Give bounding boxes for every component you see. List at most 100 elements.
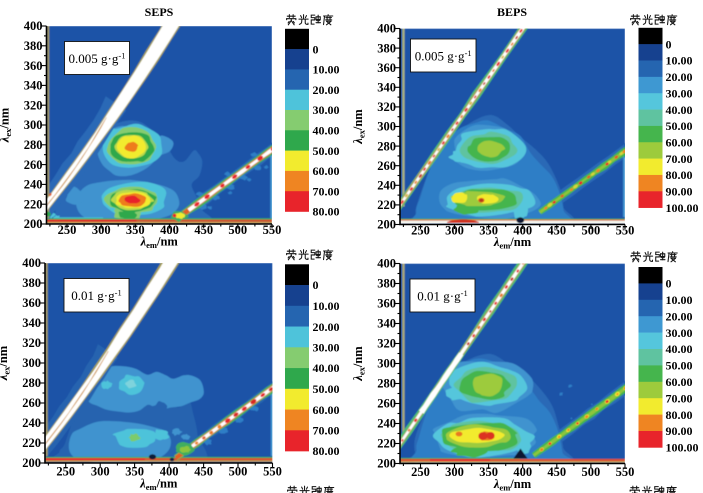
svg-text:340: 340 [22,316,41,330]
svg-text:40.00: 40.00 [666,103,693,117]
svg-text:350: 350 [125,465,144,479]
svg-text:λex/nm: λex/nm [0,107,13,143]
svg-text:20.00: 20.00 [313,83,340,97]
svg-text:550: 550 [616,465,635,479]
svg-text:300: 300 [445,224,464,238]
svg-text:λem/nm: λem/nm [493,477,532,493]
svg-text:400: 400 [24,19,43,33]
svg-text:340: 340 [377,317,396,331]
svg-text:260: 260 [24,158,43,172]
svg-text:300: 300 [91,465,110,479]
svg-text:550: 550 [263,465,282,479]
svg-text:380: 380 [377,41,396,55]
svg-text:400: 400 [377,22,396,36]
svg-text:90.00: 90.00 [666,424,693,438]
svg-text:350: 350 [479,224,498,238]
svg-text:90.00: 90.00 [666,185,693,199]
svg-text:260: 260 [22,396,41,410]
svg-text:240: 240 [377,417,396,431]
svg-text:60.00: 60.00 [666,375,693,389]
svg-text:400: 400 [160,465,179,479]
svg-text:50.00: 50.00 [666,359,693,373]
svg-text:100.00: 100.00 [666,201,699,215]
svg-text:250: 250 [411,465,430,479]
svg-text:500: 500 [229,465,248,479]
svg-text:300: 300 [445,465,464,479]
svg-text:0.005 g·g-1: 0.005 g·g-1 [69,50,126,66]
svg-text:0: 0 [666,277,672,291]
svg-text:40.00: 40.00 [313,361,340,375]
svg-text:550: 550 [263,223,282,237]
svg-text:320: 320 [22,336,41,350]
svg-text:220: 220 [377,437,396,451]
svg-text:λem/nm: λem/nm [139,477,178,493]
svg-text:0.01 g·g-1: 0.01 g·g-1 [417,288,467,304]
svg-text:380: 380 [377,277,396,291]
svg-text:λem/nm: λem/nm [493,235,532,251]
svg-text:50.00: 50.00 [313,144,340,158]
svg-text:λem/nm: λem/nm [140,235,179,251]
svg-text:70.00: 70.00 [313,424,340,438]
svg-text:200: 200 [377,457,396,471]
svg-text:300: 300 [92,223,111,237]
svg-text:20.00: 20.00 [666,309,693,323]
svg-text:70.00: 70.00 [666,152,693,166]
svg-text:100.00: 100.00 [666,441,699,455]
svg-text:250: 250 [58,223,77,237]
svg-text:λex/nm: λex/nm [351,346,367,382]
svg-text:220: 220 [22,436,41,450]
svg-text:30.00: 30.00 [666,86,693,100]
svg-text:240: 240 [24,178,43,192]
svg-text:360: 360 [377,297,396,311]
svg-text:40.00: 40.00 [313,124,340,138]
svg-text:0: 0 [313,42,319,56]
svg-text:BEPS: BEPS [497,5,527,19]
svg-text:320: 320 [24,98,43,112]
svg-text:10.00: 10.00 [666,54,693,68]
svg-text:360: 360 [377,61,396,75]
svg-text:500: 500 [228,223,247,237]
svg-text:SEPS: SEPS [145,5,174,19]
svg-text:300: 300 [24,118,43,132]
svg-text:20.00: 20.00 [666,70,693,84]
svg-text:320: 320 [377,100,396,114]
svg-text:0.005 g·g-1: 0.005 g·g-1 [415,48,472,64]
svg-text:400: 400 [160,223,179,237]
svg-text:340: 340 [24,79,43,93]
svg-text:280: 280 [22,376,41,390]
svg-text:70.00: 70.00 [313,184,340,198]
svg-text:60.00: 60.00 [313,403,340,417]
svg-text:360: 360 [24,59,43,73]
svg-text:80.00: 80.00 [666,168,693,182]
svg-text:450: 450 [194,223,213,237]
svg-text:30.00: 30.00 [666,326,693,340]
svg-text:500: 500 [582,224,601,238]
svg-text:60.00: 60.00 [313,164,340,178]
svg-text:280: 280 [377,139,396,153]
svg-text:320: 320 [377,337,396,351]
svg-text:80.00: 80.00 [666,408,693,422]
svg-text:10.00: 10.00 [313,299,340,313]
svg-text:220: 220 [24,197,43,211]
svg-text:10.00: 10.00 [313,63,340,77]
svg-text:450: 450 [547,465,566,479]
svg-text:280: 280 [377,377,396,391]
svg-text:50.00: 50.00 [666,119,693,133]
svg-text:λex/nm: λex/nm [0,345,12,381]
svg-text:350: 350 [126,223,145,237]
svg-text:40.00: 40.00 [666,342,693,356]
svg-text:450: 450 [547,224,566,238]
svg-text:240: 240 [22,416,41,430]
svg-text:300: 300 [377,120,396,134]
svg-text:80.00: 80.00 [313,444,340,458]
svg-text:380: 380 [24,39,43,53]
svg-text:400: 400 [377,257,396,271]
svg-text:340: 340 [377,81,396,95]
svg-text:400: 400 [513,224,532,238]
svg-text:60.00: 60.00 [666,135,693,149]
svg-text:260: 260 [377,397,396,411]
svg-text:80.00: 80.00 [313,205,340,219]
svg-text:550: 550 [616,224,635,238]
svg-text:30.00: 30.00 [313,103,340,117]
svg-text:500: 500 [582,465,601,479]
